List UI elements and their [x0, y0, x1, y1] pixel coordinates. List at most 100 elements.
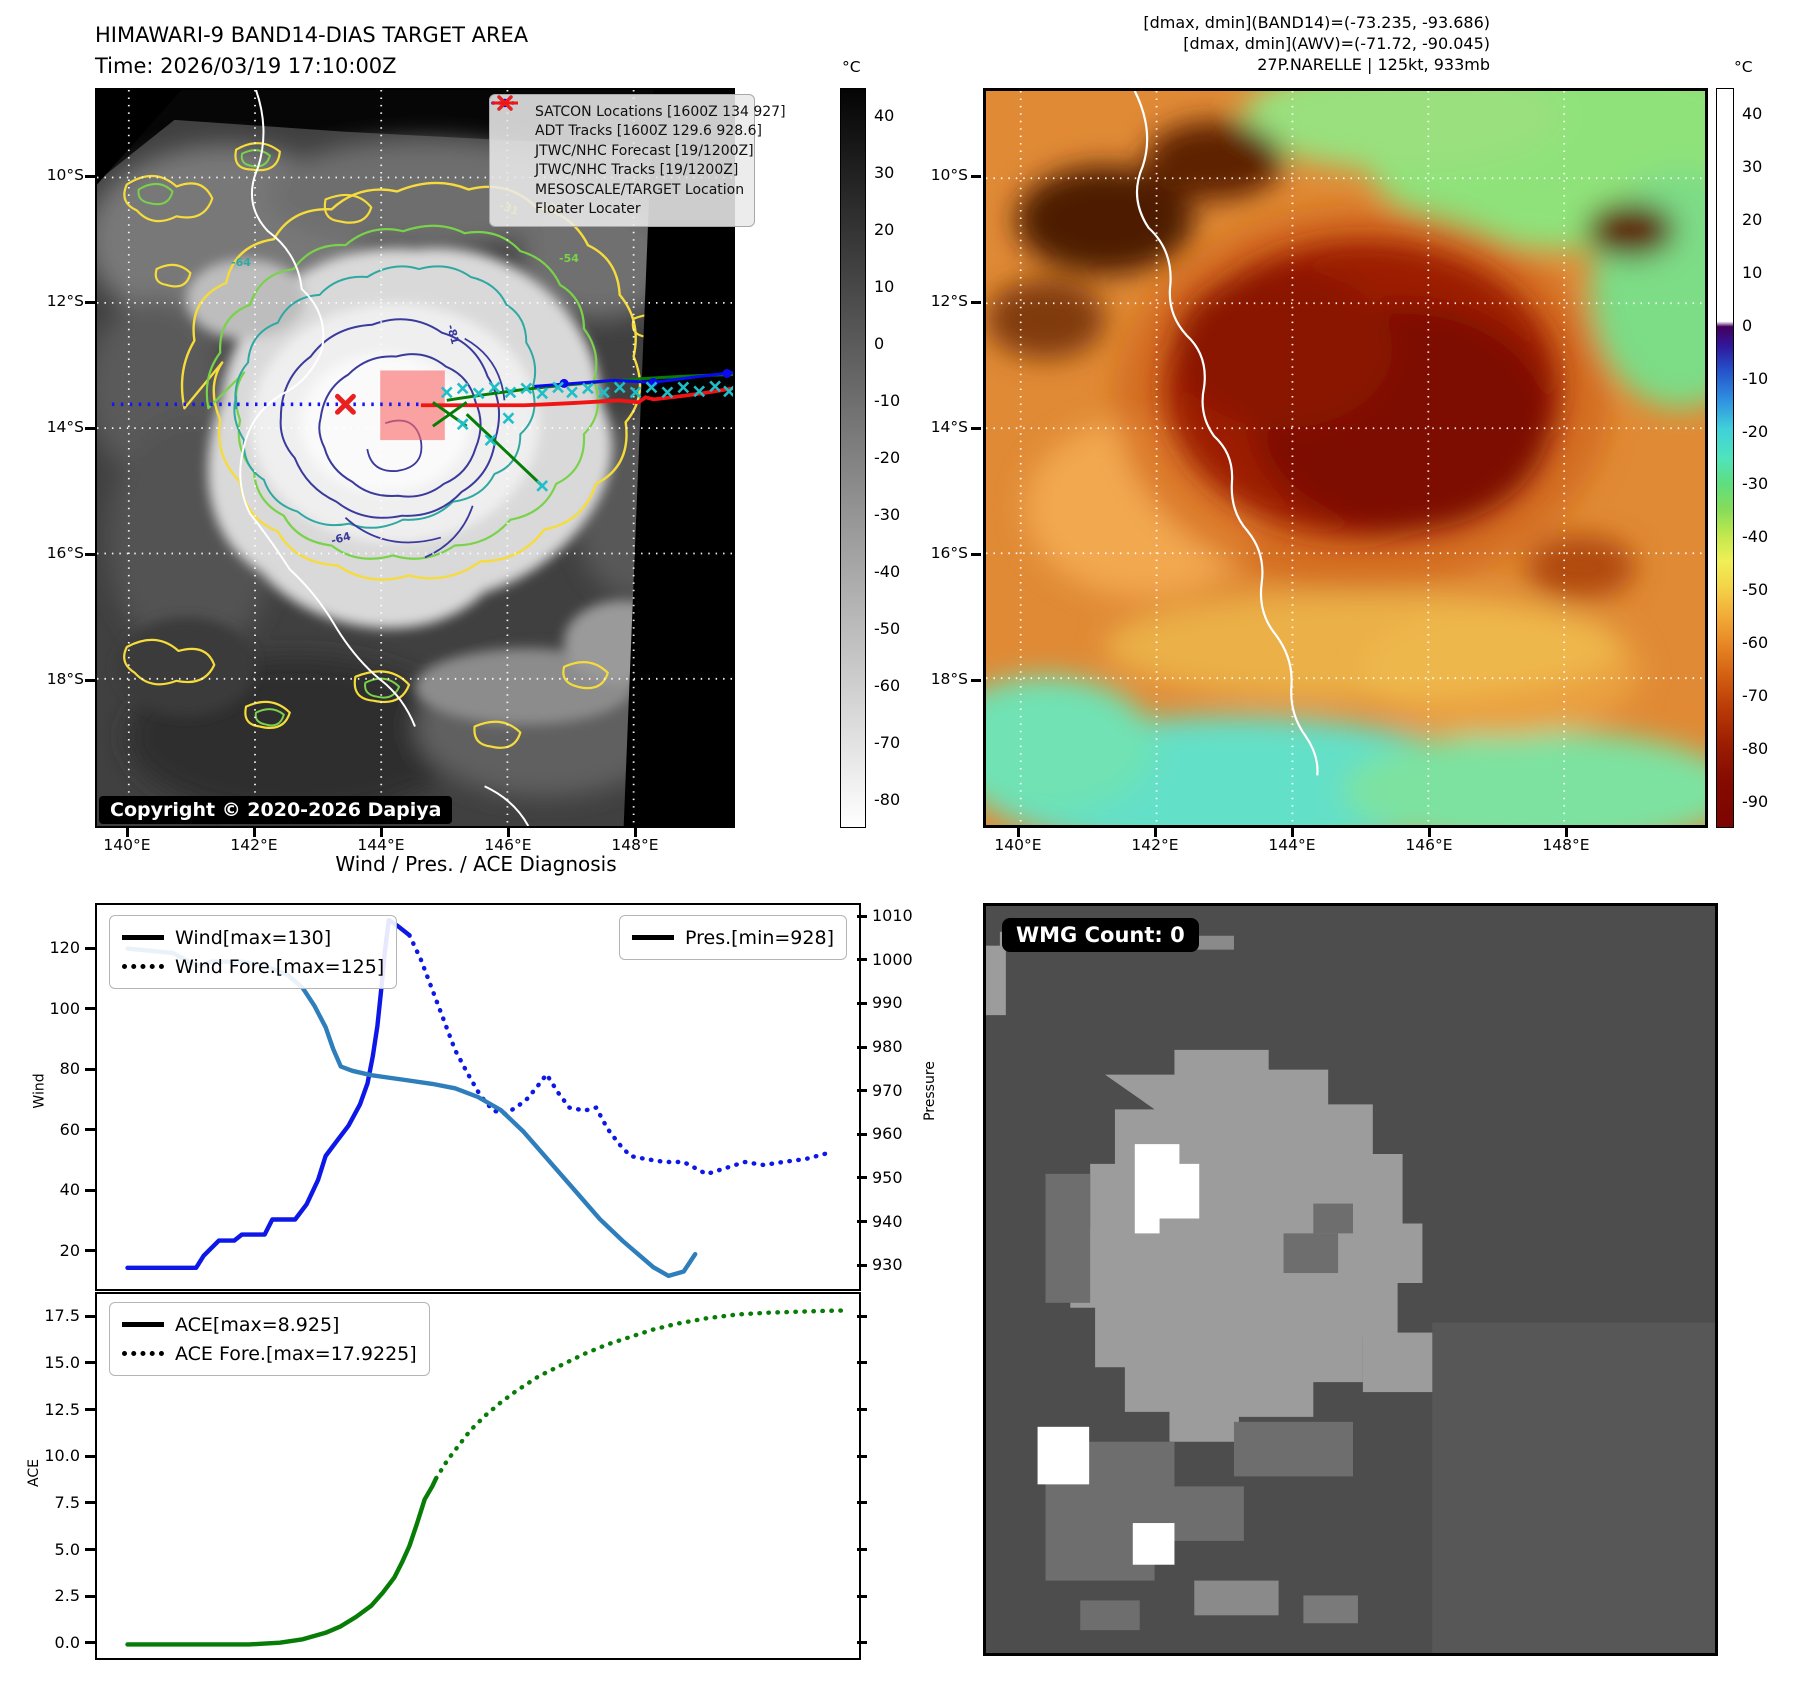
legend-item-forecast: JTWC/NHC Forecast [19/1200Z]	[491, 101, 754, 161]
band14-colorbar-tick: 20	[874, 220, 895, 240]
awv-colorbar-tick: -50	[1742, 580, 1769, 600]
wind-axis-label: Wind	[31, 1073, 48, 1109]
wind-tick: 20	[59, 1240, 80, 1260]
awv-colorbar-tick: -90	[1742, 791, 1769, 811]
band14-lat-tick: 18°S	[46, 670, 84, 688]
ace-tick: 0.0	[54, 1632, 80, 1652]
ace-plot-area	[125, 1308, 850, 1647]
legend-label: JTWC/NHC Forecast [19/1200Z]	[535, 142, 754, 159]
satcon-markers	[440, 380, 733, 492]
pressure-tick: 1010	[872, 906, 913, 926]
awv-satellite-art	[986, 91, 1705, 825]
contour-label: -54	[559, 252, 579, 265]
awv-colorbar-tick: 0	[1742, 315, 1753, 335]
tick-mark	[379, 828, 383, 837]
copyright-label: Copyright © 2020-2026 Dapiya	[99, 796, 453, 824]
band14-colorbar-tick: -50	[874, 618, 901, 638]
band14-colorbar-tick: 10	[874, 277, 895, 297]
ace-tick: 12.5	[44, 1399, 80, 1419]
legend-label: SATCON Locations [1600Z 134 927]	[535, 103, 786, 120]
tick-mark	[85, 1249, 95, 1253]
awv-colorbar-tick: -10	[1742, 368, 1769, 388]
tick-mark	[506, 828, 510, 837]
tick-mark	[857, 1454, 867, 1458]
tick-mark	[85, 1641, 95, 1645]
band14-colorbar-tick: -30	[874, 504, 901, 524]
tick-mark	[85, 552, 95, 556]
tick-mark	[85, 1548, 95, 1552]
series-ACE[max=8.925]	[125, 1476, 439, 1647]
tick-mark	[85, 300, 95, 304]
band14-colorbar-tick: -10	[874, 391, 901, 411]
band14-legend: SATCON Locations [1600Z 134 927] ADT Trac…	[489, 94, 786, 227]
awv-lat-tick: 12°S	[930, 292, 968, 310]
band14-lon-tick: 146°E	[484, 836, 532, 854]
band14-lat-tick: 10°S	[46, 166, 84, 184]
tick-mark	[85, 426, 95, 430]
tick-mark	[857, 1548, 867, 1552]
legend-label: Floater Locater	[535, 201, 641, 218]
pressure-axis-label: Pressure	[921, 1061, 938, 1121]
band14-lon-tick: 148°E	[611, 836, 659, 854]
band14-colorbar-tick: -20	[874, 448, 901, 467]
awv-lon-tick: 144°E	[1268, 836, 1316, 854]
band14-colorbar	[840, 88, 866, 828]
ace-tick: 2.5	[54, 1586, 80, 1606]
tick-mark	[971, 552, 981, 556]
tick-mark	[1427, 828, 1431, 837]
tick-mark	[857, 1594, 867, 1598]
band14-colorbar-tick: -80	[874, 789, 901, 809]
diagnosis-title: Wind / Pres. / ACE Diagnosis	[335, 852, 617, 876]
awv-colorbar-tick: -80	[1742, 738, 1769, 758]
band14-colorbar-tick: -60	[874, 675, 901, 695]
awv-lat-tick: 18°S	[930, 670, 968, 688]
awv-colorbar-tick: 10	[1742, 263, 1763, 282]
pressure-tick: 1000	[872, 949, 913, 969]
tick-mark	[1290, 828, 1294, 837]
ace-axis-label: ACE	[25, 1459, 42, 1487]
contour-label: -64	[231, 256, 251, 269]
tick-mark	[1016, 828, 1020, 837]
band14-colorbar-tick: 0	[874, 334, 885, 354]
awv-colorbar-tick: -70	[1742, 685, 1769, 705]
legend-item-floater: Floater Locater	[492, 101, 746, 220]
band14-colorbar-tick: -40	[874, 561, 901, 581]
band14-lat-tick: 16°S	[46, 544, 84, 562]
legend-label: MESOSCALE/TARGET Location	[535, 181, 745, 198]
floater-line-icon	[492, 101, 518, 105]
awv-colorbar-tick: -20	[1742, 421, 1769, 441]
tick-mark	[857, 1641, 867, 1645]
tick-mark	[85, 174, 95, 178]
pressure-tick: 970	[872, 1080, 903, 1100]
band14-lat-tick: 14°S	[46, 418, 84, 436]
tick-mark	[857, 1220, 867, 1224]
tick-mark	[857, 1501, 867, 1505]
tick-mark	[1564, 828, 1568, 837]
tick-mark	[857, 1361, 867, 1365]
awv-colorbar-tick: -60	[1742, 633, 1769, 652]
awv-colorbar-tick: 20	[1742, 210, 1763, 230]
band14-colorbar-tick: 40	[874, 106, 895, 126]
tick-mark	[857, 1263, 867, 1267]
awv-colorbar-tick: 30	[1742, 157, 1763, 177]
ace-forecast-swatch	[122, 1351, 164, 1356]
band14-lon-tick: 144°E	[357, 836, 405, 854]
tick-mark	[85, 1007, 95, 1011]
tick-mark	[857, 1408, 867, 1412]
awv-colorbar	[1716, 88, 1734, 828]
tick-mark	[85, 1501, 95, 1505]
legend-label: JTWC/NHC Tracks [19/1200Z]	[535, 162, 739, 179]
legend-item-satcon: SATCON Locations [1600Z 134 927]	[497, 95, 786, 122]
wind-line-swatch	[122, 935, 164, 940]
wind-tick: 120	[49, 938, 80, 958]
awv-lat-tick: 10°S	[930, 166, 968, 184]
tick-mark	[85, 1128, 95, 1132]
awv-lon-tick: 146°E	[1405, 836, 1453, 854]
pressure-legend: Pres.[min=928]	[619, 915, 847, 960]
awv-colorbar-tick: 40	[1742, 104, 1763, 124]
tick-mark	[85, 1188, 95, 1192]
band14-map-panel: SATCON Locations [1600Z 134 927] ADT Trac…	[95, 88, 786, 828]
wind-pressure-chart: Wind[max=130] Wind Fore.[max=125] Pres.[…	[95, 903, 861, 1291]
awv-lon-tick: 148°E	[1542, 836, 1590, 854]
